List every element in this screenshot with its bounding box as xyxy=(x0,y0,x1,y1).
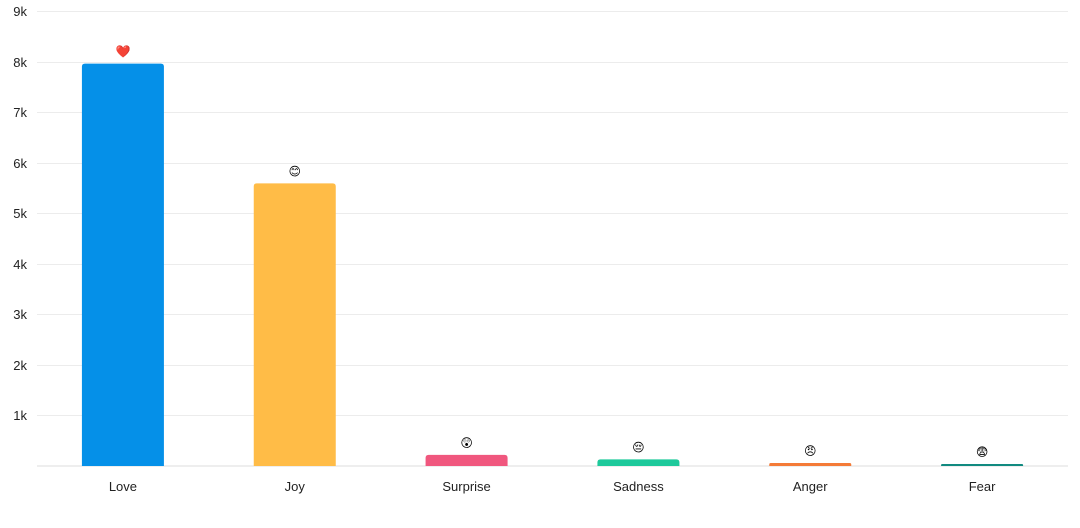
emoji-label-sadness: 😔 xyxy=(632,440,645,454)
bar-surprise xyxy=(425,454,508,466)
bar-emoji-labels: ❤️ 😊 😲 😔 😠 😨 xyxy=(115,45,988,459)
y-tick-label: 9k xyxy=(13,4,27,19)
bars xyxy=(81,63,1024,466)
emoji-label-love: ❤️ xyxy=(115,45,130,59)
bar-joy xyxy=(253,183,336,466)
emoji-label-anger: 😠 xyxy=(804,444,817,458)
emoji-label-fear: 😨 xyxy=(976,445,989,459)
gridlines xyxy=(37,11,1068,467)
y-tick-label: 2k xyxy=(13,358,27,373)
y-tick-label: 8k xyxy=(13,55,27,70)
emoji-label-surprise: 😲 xyxy=(460,436,473,450)
y-tick-label: 7k xyxy=(13,105,27,120)
y-axis: 1k 2k 3k 4k 5k 6k 7k 8k 9k xyxy=(13,4,27,423)
x-tick-label-anger: Anger xyxy=(793,479,828,494)
x-tick-label-surprise: Surprise xyxy=(442,479,490,494)
bar-anger xyxy=(769,462,852,466)
y-tick-label: 6k xyxy=(13,156,27,171)
y-tick-label: 1k xyxy=(13,408,27,423)
x-axis: Love Joy Surprise Sadness Anger Fear xyxy=(109,479,996,494)
x-tick-label-joy: Joy xyxy=(285,479,306,494)
y-tick-label: 4k xyxy=(13,257,27,272)
bar-fear xyxy=(941,463,1024,466)
bar-sadness xyxy=(597,459,680,466)
y-tick-label: 3k xyxy=(13,307,27,322)
x-tick-label-fear: Fear xyxy=(969,479,996,494)
bar-love xyxy=(81,63,164,466)
emoji-label-joy: 😊 xyxy=(288,164,301,178)
x-tick-label-love: Love xyxy=(109,479,137,494)
y-tick-label: 5k xyxy=(13,206,27,221)
x-tick-label-sadness: Sadness xyxy=(613,479,664,494)
